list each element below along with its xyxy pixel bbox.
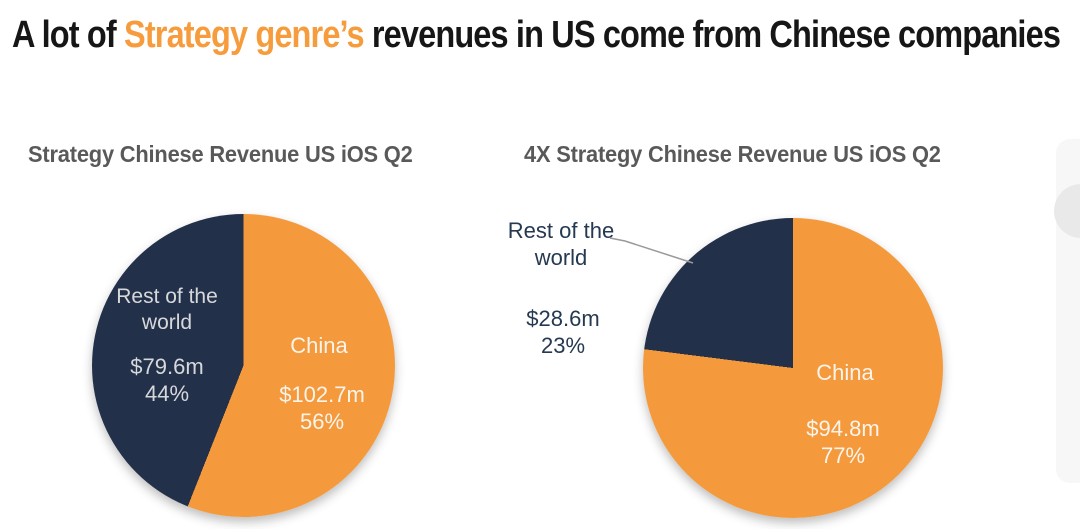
slice-label-china: China xyxy=(816,360,874,385)
leader-line xyxy=(609,237,694,264)
slice-value-rest-of-world: $28.6m 23% xyxy=(483,305,643,359)
slice-value-amount: $94.8m xyxy=(806,416,880,441)
slice-label-rest-of-world: Rest of the world xyxy=(116,285,218,334)
slice-value-amount: $102.7m xyxy=(279,382,365,407)
pie-chart-4x-strategy xyxy=(643,218,943,518)
title-prefix: A lot of xyxy=(12,14,125,56)
title-highlight: Strategy genre’s xyxy=(124,14,365,56)
slice-value-china: $94.8m 77% xyxy=(773,415,913,469)
title-suffix: revenues in US come from Chinese compani… xyxy=(363,14,1061,56)
page-title: A lot of Strategy genre’s revenues in US… xyxy=(12,14,1061,56)
slice-value-china: $102.7m 56% xyxy=(252,381,392,435)
slice-value-percent: 44% xyxy=(144,381,190,406)
pie-chart-strategy xyxy=(92,214,395,517)
slice-label-china: China xyxy=(290,333,348,358)
slice-value-amount: $28.6m xyxy=(526,306,600,331)
slice-label-rest-of-world: Rest of the world xyxy=(507,218,615,270)
chart-left-title: Strategy Chinese Revenue US iOS Q2 xyxy=(28,141,413,167)
slice-value-percent: 77% xyxy=(820,443,866,468)
slice-value-percent: 56% xyxy=(299,409,345,434)
slice-value-percent: 23% xyxy=(540,333,586,358)
slice-value-rest-of-world: $79.6m 44% xyxy=(102,353,232,407)
chart-right-title: 4X Strategy Chinese Revenue US iOS Q2 xyxy=(524,141,941,167)
slice-value-amount: $79.6m xyxy=(130,354,204,379)
